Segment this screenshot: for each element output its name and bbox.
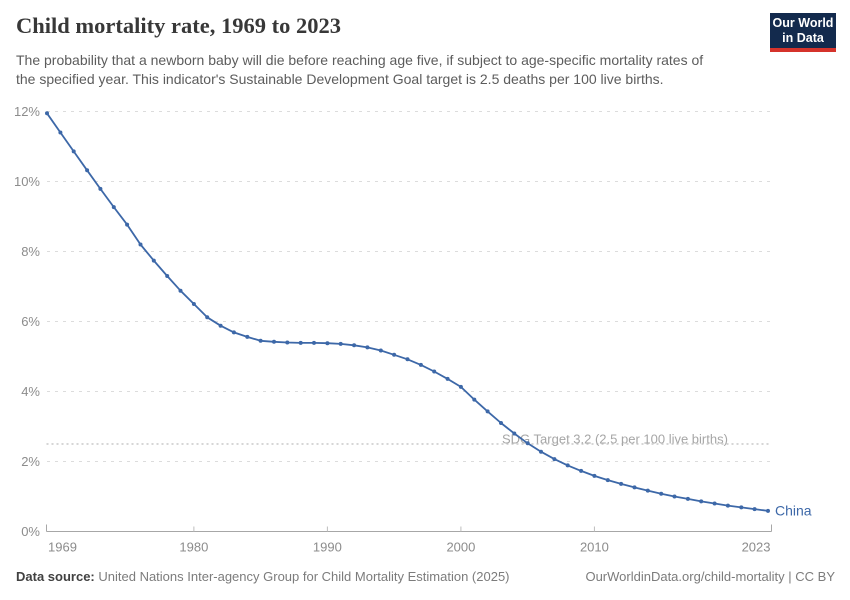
x-axis-label: 2010 — [580, 540, 609, 555]
y-axis-label: 2% — [21, 454, 40, 469]
data-point[interactable] — [766, 508, 770, 513]
x-axis-label: 2023 — [742, 540, 771, 555]
subtitle-line-1: The probability that a newborn baby will… — [16, 52, 704, 68]
data-point[interactable] — [499, 421, 503, 425]
data-point[interactable] — [472, 397, 477, 402]
x-axis-label: 1969 — [48, 540, 77, 555]
data-point[interactable] — [205, 315, 210, 320]
data-point[interactable] — [685, 496, 690, 501]
data-source-text: United Nations Inter-agency Group for Ch… — [98, 569, 510, 584]
data-point[interactable] — [285, 340, 290, 345]
data-point[interactable] — [619, 481, 624, 486]
data-point[interactable] — [258, 338, 263, 343]
data-point[interactable] — [645, 488, 650, 493]
data-point[interactable] — [352, 343, 357, 348]
sdg-target-label: SDG Target 3.2 (2.5 per 100 live births) — [502, 432, 728, 447]
data-point[interactable] — [405, 357, 410, 362]
data-point[interactable] — [111, 205, 116, 210]
data-point[interactable] — [338, 341, 343, 346]
data-point[interactable] — [552, 457, 557, 462]
credit: OurWorldinData.org/child-mortality | CC … — [585, 569, 835, 584]
data-point[interactable] — [752, 507, 757, 512]
x-axis-label: 1980 — [179, 540, 208, 555]
credit-separator: | — [788, 569, 792, 584]
data-point[interactable] — [298, 340, 303, 345]
data-point[interactable] — [365, 345, 370, 350]
data-point[interactable] — [191, 302, 196, 306]
data-point[interactable] — [605, 478, 610, 483]
data-point[interactable] — [165, 274, 170, 278]
data-point[interactable] — [445, 376, 450, 381]
data-point[interactable] — [485, 409, 490, 414]
data-point[interactable] — [579, 468, 584, 473]
data-point[interactable] — [672, 494, 677, 499]
data-point[interactable] — [378, 348, 383, 353]
data-point[interactable] — [58, 130, 63, 135]
data-point[interactable] — [325, 341, 330, 346]
data-point[interactable] — [725, 503, 730, 508]
data-point[interactable] — [712, 501, 717, 506]
data-point[interactable] — [512, 431, 517, 436]
owid-logo-line1: Our World — [772, 16, 834, 30]
x-axis-label: 1990 — [313, 540, 342, 555]
series-line-china[interactable] — [46, 112, 769, 512]
data-point[interactable] — [151, 258, 156, 263]
data-point[interactable] — [432, 369, 437, 374]
x-axis-label: 2000 — [446, 540, 475, 555]
data-point[interactable] — [125, 222, 130, 227]
data-point[interactable] — [659, 491, 664, 496]
data-point[interactable] — [71, 149, 76, 154]
data-point[interactable] — [632, 485, 637, 490]
data-point[interactable] — [98, 186, 103, 191]
data-point[interactable] — [85, 168, 90, 173]
y-axis-label: 0% — [21, 524, 40, 539]
chart-subtitle: The probability that a newborn baby will… — [16, 51, 703, 89]
owid-logo[interactable]: Our World in Data — [770, 13, 836, 52]
data-point[interactable] — [592, 473, 597, 478]
data-source: Data source: United Nations Inter-agency… — [16, 569, 510, 584]
owid-logo-red-bar — [770, 48, 836, 52]
subtitle-line-2: the specified year. This indicator's Sus… — [16, 71, 664, 87]
y-axis-label: 4% — [21, 384, 40, 399]
owid-logo-line2: in Data — [782, 31, 824, 45]
data-point[interactable] — [458, 384, 463, 389]
data-point[interactable] — [178, 288, 183, 293]
series-end-label-china[interactable]: China — [775, 502, 812, 518]
data-point[interactable] — [699, 499, 704, 504]
chart-title: Child mortality rate, 1969 to 2023 — [16, 13, 341, 38]
data-point[interactable] — [565, 463, 570, 468]
data-point[interactable] — [272, 339, 276, 344]
data-point[interactable] — [45, 111, 49, 116]
data-point[interactable] — [231, 330, 236, 335]
data-point[interactable] — [138, 242, 143, 247]
data-point[interactable] — [245, 334, 250, 339]
data-point[interactable] — [312, 340, 316, 345]
y-axis-label: 8% — [21, 244, 40, 259]
data-point[interactable] — [418, 362, 423, 367]
data-source-label: Data source: — [16, 569, 95, 584]
license-badge: CC BY — [795, 569, 835, 584]
owid-logo-text: Our World in Data — [770, 13, 836, 48]
owid-url-link[interactable]: OurWorldinData.org/child-mortality — [585, 569, 785, 584]
chart-footer: Data source: United Nations Inter-agency… — [16, 569, 835, 584]
data-point[interactable] — [392, 352, 397, 357]
y-axis-label: 12% — [14, 104, 40, 119]
y-axis-label: 6% — [21, 314, 40, 329]
data-point[interactable] — [525, 441, 530, 446]
data-point[interactable] — [739, 505, 744, 510]
data-point[interactable] — [218, 323, 223, 328]
y-axis-label: 10% — [14, 174, 40, 189]
data-point[interactable] — [539, 449, 543, 454]
